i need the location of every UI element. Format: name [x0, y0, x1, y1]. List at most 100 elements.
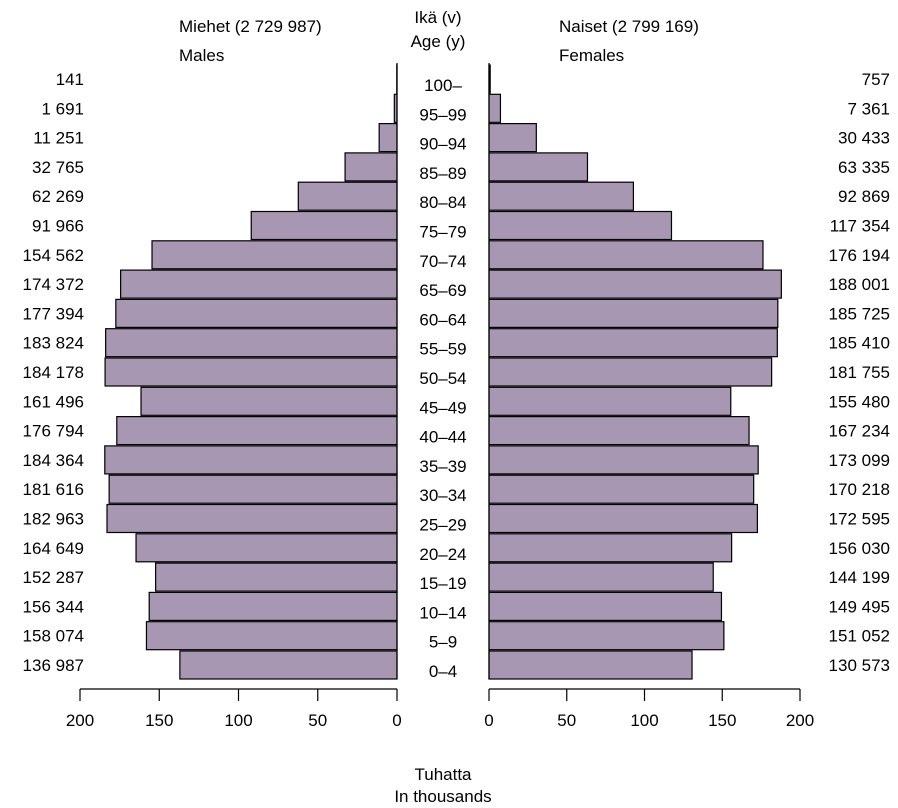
male-value-label: 183 824 — [23, 334, 84, 353]
age-title: Ikä (v) — [414, 8, 462, 27]
age-labels: 0–4 5–9 10–14 15–19 20–24 25–29 30–34 35–39 40–4… — [419, 76, 466, 681]
female-value-label: 30 433 — [838, 129, 890, 148]
female-value-label: 130 573 — [829, 656, 890, 675]
age-label: 95–99 — [419, 105, 466, 124]
age-label: 55–59 — [419, 340, 466, 359]
male-bar-0–4 — [179, 650, 398, 680]
age-label: 60–64 — [419, 310, 466, 329]
age-label: 85–89 — [419, 164, 466, 183]
female-value-label: 156 030 — [829, 539, 890, 558]
female-bar-60–64 — [488, 298, 779, 328]
male-value-label: 152 287 — [23, 568, 84, 587]
female-value-label: 63 335 — [838, 158, 890, 177]
female-value-label: 181 755 — [829, 363, 890, 382]
female-value-label: 144 199 — [829, 568, 890, 587]
age-label: 35–39 — [419, 457, 466, 476]
female-value-label: 167 234 — [829, 422, 890, 441]
females-bars — [488, 64, 782, 680]
male-bar-25–29 — [106, 503, 398, 534]
age-label: 5–9 — [429, 633, 457, 652]
female-value-label: 170 218 — [829, 480, 890, 499]
male-value-label: 177 394 — [23, 304, 84, 323]
male-value-label: 161 496 — [23, 392, 84, 411]
male-value-label: 156 344 — [23, 597, 84, 616]
male-bar-80–84 — [297, 181, 398, 211]
male-bar-15–19 — [155, 562, 398, 592]
males-subtitle: Males — [179, 46, 225, 65]
female-value-label: 188 001 — [829, 275, 890, 294]
male-value-label: 181 616 — [23, 480, 84, 499]
male-bar-85–89 — [344, 152, 398, 182]
female-value-label: 185 725 — [829, 304, 890, 323]
males-bars — [104, 64, 398, 680]
males-title: Miehet (2 729 987) — [179, 17, 322, 36]
male-bar-60–64 — [115, 298, 398, 328]
female-bar-35–39 — [488, 445, 759, 475]
male-value-label: 184 364 — [23, 451, 84, 470]
female-value-label: 155 480 — [829, 392, 890, 411]
male-bar-90–94 — [378, 122, 398, 153]
female-value-labels: 130 573 151 052 149 495 144 199 156 030 172 5… — [829, 70, 890, 675]
females-title: Naiset (2 799 169) — [559, 17, 699, 36]
male-value-label: 11 251 — [33, 129, 84, 148]
male-bar-75–79 — [250, 210, 398, 241]
x-axes: 0 0 50 50 100 100 150 150 200 200 — [66, 63, 814, 730]
male-value-label: 154 562 — [23, 246, 84, 265]
female-bar-85–89 — [488, 152, 589, 182]
male-value-label: 174 372 — [23, 275, 84, 294]
age-subtitle: Age (y) — [410, 32, 466, 51]
female-bar-5–9 — [488, 621, 725, 651]
male-value-label: 176 794 — [23, 422, 84, 441]
female-value-label: 757 — [862, 70, 890, 89]
female-value-label: 92 869 — [838, 187, 890, 206]
male-value-label: 184 178 — [23, 363, 84, 382]
age-label: 25–29 — [419, 516, 466, 535]
male-bar-50–54 — [104, 357, 398, 387]
female-x-tick-label: 0 — [484, 711, 493, 730]
age-label: 10–14 — [419, 603, 466, 622]
male-bar-55–59 — [105, 328, 398, 358]
female-value-label: 172 595 — [829, 510, 890, 529]
male-bar-20–24 — [135, 533, 398, 563]
male-x-tick-label: 100 — [224, 711, 252, 730]
female-value-label: 149 495 — [829, 597, 890, 616]
male-bar-10–14 — [148, 591, 398, 622]
female-bar-90–94 — [488, 122, 537, 153]
male-x-tick-label: 0 — [392, 711, 401, 730]
female-bar-55–59 — [488, 328, 778, 358]
age-label: 15–19 — [419, 574, 466, 593]
female-x-tick-label: 100 — [630, 711, 658, 730]
age-label: 65–69 — [419, 281, 466, 300]
female-bar-45–49 — [488, 386, 732, 416]
female-value-label: 7 361 — [847, 99, 890, 118]
male-x-tick-label: 200 — [66, 711, 94, 730]
male-value-label: 1 691 — [41, 99, 84, 118]
male-bar-5–9 — [145, 621, 398, 651]
male-value-label: 158 074 — [23, 627, 84, 646]
female-bar-30–34 — [488, 474, 755, 504]
female-bar-15–19 — [488, 562, 714, 592]
male-value-label: 182 963 — [23, 510, 84, 529]
male-bar-65–69 — [120, 269, 398, 299]
age-label: 90–94 — [419, 135, 466, 154]
females-subtitle: Females — [559, 46, 625, 65]
age-label: 45–49 — [419, 398, 466, 417]
male-value-label: 164 649 — [23, 539, 84, 558]
age-label: 50–54 — [419, 369, 466, 388]
male-bar-70–74 — [151, 240, 398, 270]
female-bar-25–29 — [488, 503, 758, 534]
female-bar-50–54 — [488, 357, 773, 387]
age-label: 30–34 — [419, 486, 466, 505]
male-value-label: 91 966 — [32, 217, 84, 236]
female-bar-20–24 — [488, 533, 733, 563]
male-value-labels: 136 987 158 074 156 344 152 287 164 649 182 9… — [23, 70, 84, 675]
female-bar-10–14 — [488, 591, 723, 622]
age-label: 20–24 — [419, 545, 466, 564]
female-x-tick-label: 50 — [557, 711, 576, 730]
male-bar-35–39 — [104, 445, 398, 475]
female-bar-75–79 — [488, 210, 673, 241]
male-value-label: 62 269 — [32, 187, 84, 206]
male-x-tick-label: 150 — [145, 711, 173, 730]
age-label: 70–74 — [419, 252, 466, 271]
female-bar-95–99 — [488, 93, 502, 123]
